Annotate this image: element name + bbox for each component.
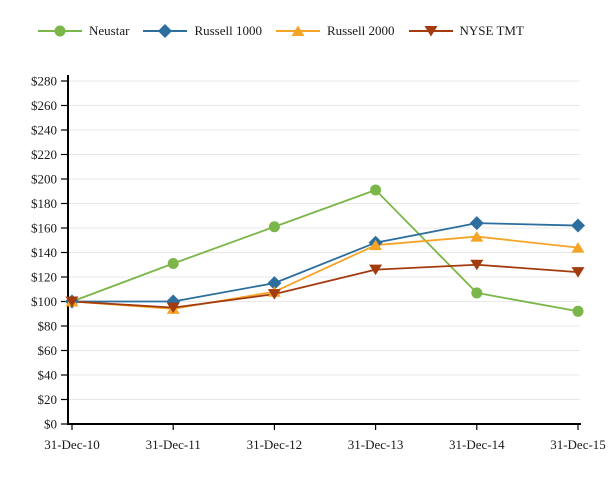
data-point-nyse-tmt [267, 289, 281, 300]
data-point-russell-1000 [469, 216, 484, 231]
data-point-neustar [471, 287, 483, 299]
y-axis-tick-label: $160 [31, 221, 57, 236]
y-axis-tick-label: $180 [31, 196, 57, 211]
data-point-russell-2000 [470, 231, 484, 242]
y-axis-tick-label: $140 [31, 245, 57, 260]
x-axis-tick-label: 31-Dec-15 [550, 437, 606, 452]
data-point-russell-1000 [267, 276, 282, 291]
y-axis-tick-label: $280 [31, 74, 57, 89]
neustar-legend-marker-icon [38, 25, 82, 37]
legend-item-nyse-tmt: NYSE TMT [408, 23, 524, 38]
data-point-nyse-tmt [166, 302, 180, 314]
russell-2000-legend-marker-icon [275, 25, 320, 36]
legend-label: Russell 1000 [194, 23, 262, 38]
series-line-neustar [71, 189, 579, 313]
data-point-nyse-tmt [369, 264, 383, 276]
data-point-russell-1000 [571, 218, 585, 233]
y-axis-tick-label: $120 [31, 270, 57, 285]
legend-item-neustar: Neustar [38, 24, 129, 38]
data-point-neustar [167, 258, 179, 270]
y-axis-tick-label: $20 [38, 392, 58, 407]
chart-legend: Neustar Russell 1000 Russell 2000 NYSE T… [38, 24, 524, 38]
data-point-russell-2000 [571, 242, 585, 253]
legend-marker-shape [291, 25, 305, 36]
data-point-neustar [268, 221, 280, 233]
x-axis-tick-label: 31-Dec-11 [146, 437, 201, 452]
y-axis-tick-label: $200 [31, 172, 57, 187]
y-axis-tick-label: $60 [38, 343, 58, 358]
y-axis-tick-label: $220 [31, 147, 57, 162]
series-line-russell-1000 [72, 222, 579, 303]
data-point-nyse-tmt [470, 259, 484, 271]
y-axis-tick-label: $40 [38, 368, 58, 383]
legend-label: NYSE TMT [459, 23, 524, 38]
x-axis-tick-label: 31-Dec-14 [449, 437, 505, 452]
legend-item-russell-1000: Russell 1000 [143, 24, 262, 38]
legend-marker-shape [424, 26, 438, 37]
legend-label: Russell 2000 [326, 23, 395, 38]
y-axis-tick-label: $100 [31, 294, 57, 309]
data-point-russell-2000 [369, 239, 383, 251]
y-axis-tick-label: $0 [44, 417, 57, 432]
nyse-tmt-legend-marker-icon [408, 26, 453, 37]
data-point-neustar [572, 305, 584, 317]
x-axis-tick-label: 31-Dec-13 [348, 437, 404, 452]
data-point-nyse-tmt [571, 267, 585, 278]
series-line-nyse-tmt [71, 263, 579, 309]
legend-marker-shape [158, 24, 173, 38]
legend-marker-shape [54, 25, 66, 37]
data-point-nyse-tmt [65, 296, 79, 307]
russell-1000-legend-marker-icon [143, 24, 188, 38]
y-axis-tick-label: $260 [31, 98, 57, 113]
x-axis-tick-label: 31-Dec-12 [247, 437, 303, 452]
x-axis-tick-label: 31-Dec-10 [44, 437, 100, 452]
series-line-russell-2000 [71, 235, 579, 310]
y-axis-tick-label: $240 [31, 123, 57, 138]
data-point-neustar [370, 184, 382, 196]
y-axis-tick-label: $80 [38, 319, 58, 334]
legend-item-russell-2000: Russell 2000 [275, 23, 395, 38]
legend-label: Neustar [89, 23, 130, 38]
